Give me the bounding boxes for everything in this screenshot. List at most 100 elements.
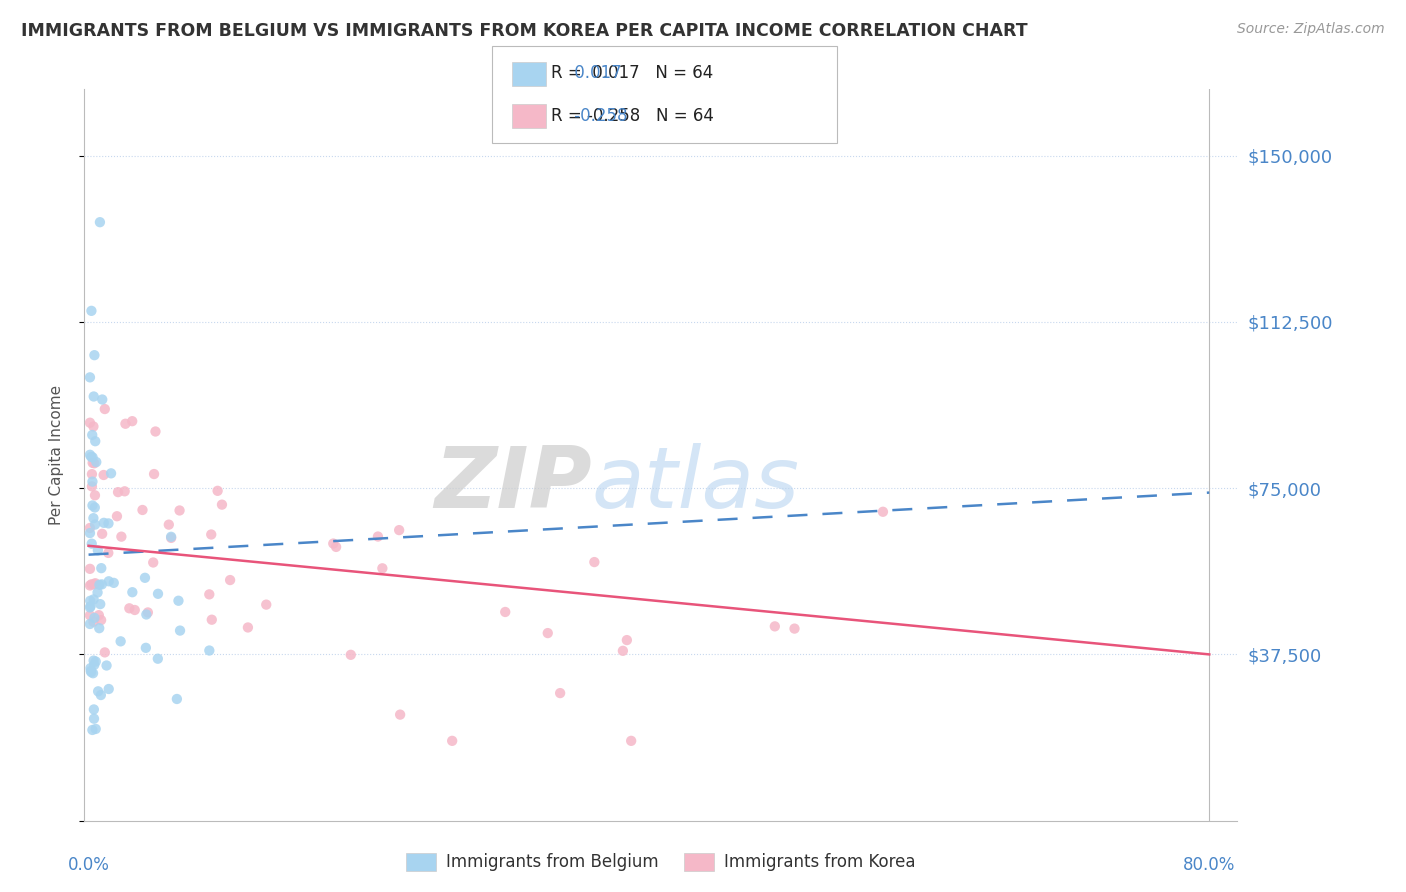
- Point: [80, 467, 103, 482]
- Point: [97, 516, 120, 531]
- Point: [207, 483, 229, 498]
- Point: [114, 417, 136, 431]
- Point: [82, 450, 104, 465]
- Point: [79, 578, 101, 592]
- Point: [325, 540, 347, 554]
- Point: [94, 402, 117, 417]
- Point: [166, 692, 188, 706]
- Point: [494, 605, 516, 619]
- Point: [583, 555, 606, 569]
- Point: [80, 450, 103, 464]
- Point: [389, 707, 412, 722]
- Point: [83, 712, 105, 726]
- Point: [90, 577, 112, 591]
- Point: [160, 530, 183, 544]
- Point: [254, 598, 277, 612]
- Point: [201, 613, 224, 627]
- Point: [84, 576, 107, 591]
- Point: [322, 536, 344, 550]
- Point: [146, 587, 169, 601]
- Point: [548, 686, 571, 700]
- Point: [87, 608, 110, 623]
- Point: [90, 613, 112, 627]
- Point: [118, 601, 141, 615]
- Point: [82, 615, 104, 629]
- Text: 0.017: 0.017: [569, 64, 621, 82]
- Point: [82, 419, 104, 434]
- Point: [121, 585, 143, 599]
- Point: [93, 516, 115, 530]
- Point: [872, 505, 894, 519]
- Point: [79, 599, 101, 614]
- Point: [100, 467, 122, 481]
- Point: [103, 575, 125, 590]
- Point: [83, 592, 105, 607]
- Point: [136, 606, 159, 620]
- Point: [219, 573, 242, 587]
- Point: [84, 655, 107, 669]
- Point: [83, 702, 105, 716]
- Point: [82, 428, 104, 442]
- Text: IMMIGRANTS FROM BELGIUM VS IMMIGRANTS FROM KOREA PER CAPITA INCOME CORRELATION C: IMMIGRANTS FROM BELGIUM VS IMMIGRANTS FR…: [21, 22, 1028, 40]
- Point: [169, 624, 191, 638]
- Point: [371, 561, 394, 575]
- Point: [79, 562, 101, 576]
- Point: [135, 607, 157, 622]
- Point: [367, 530, 389, 544]
- Text: Source: ZipAtlas.com: Source: ZipAtlas.com: [1237, 22, 1385, 37]
- Point: [90, 561, 112, 575]
- Point: [83, 456, 105, 470]
- Legend: Immigrants from Belgium, Immigrants from Korea: Immigrants from Belgium, Immigrants from…: [399, 847, 922, 878]
- Point: [83, 654, 105, 668]
- Point: [79, 608, 101, 623]
- Text: R =  0.017   N = 64: R = 0.017 N = 64: [551, 64, 713, 82]
- Point: [142, 556, 165, 570]
- Point: [83, 657, 105, 672]
- Point: [135, 640, 157, 655]
- Point: [89, 578, 111, 592]
- Point: [143, 467, 166, 481]
- Point: [121, 414, 143, 428]
- Point: [82, 475, 104, 489]
- Point: [131, 503, 153, 517]
- Point: [83, 500, 105, 515]
- Point: [97, 574, 120, 589]
- Point: [105, 509, 128, 524]
- Point: [94, 645, 117, 659]
- Point: [86, 585, 108, 599]
- Point: [89, 621, 111, 635]
- Point: [79, 416, 101, 430]
- Point: [80, 479, 103, 493]
- Point: [82, 723, 104, 737]
- Point: [80, 536, 103, 550]
- Point: [82, 499, 104, 513]
- Point: [82, 511, 104, 525]
- Point: [441, 734, 464, 748]
- Point: [124, 603, 146, 617]
- Point: [79, 600, 101, 615]
- Point: [84, 434, 107, 449]
- Point: [82, 456, 104, 470]
- Text: 80.0%: 80.0%: [1182, 856, 1236, 874]
- Point: [89, 597, 111, 611]
- Point: [80, 303, 103, 318]
- Text: atlas: atlas: [592, 442, 800, 525]
- Point: [783, 622, 806, 636]
- Point: [110, 634, 132, 648]
- Point: [107, 485, 129, 500]
- Point: [145, 425, 167, 439]
- Point: [87, 543, 110, 558]
- Point: [160, 531, 183, 545]
- Point: [96, 658, 118, 673]
- Point: [620, 734, 643, 748]
- Point: [91, 392, 114, 407]
- Point: [110, 530, 132, 544]
- Point: [79, 526, 101, 541]
- Point: [84, 455, 107, 469]
- Point: [79, 521, 101, 535]
- Point: [84, 488, 107, 502]
- Point: [616, 633, 638, 648]
- Point: [763, 619, 786, 633]
- Point: [79, 448, 101, 462]
- Point: [114, 484, 136, 499]
